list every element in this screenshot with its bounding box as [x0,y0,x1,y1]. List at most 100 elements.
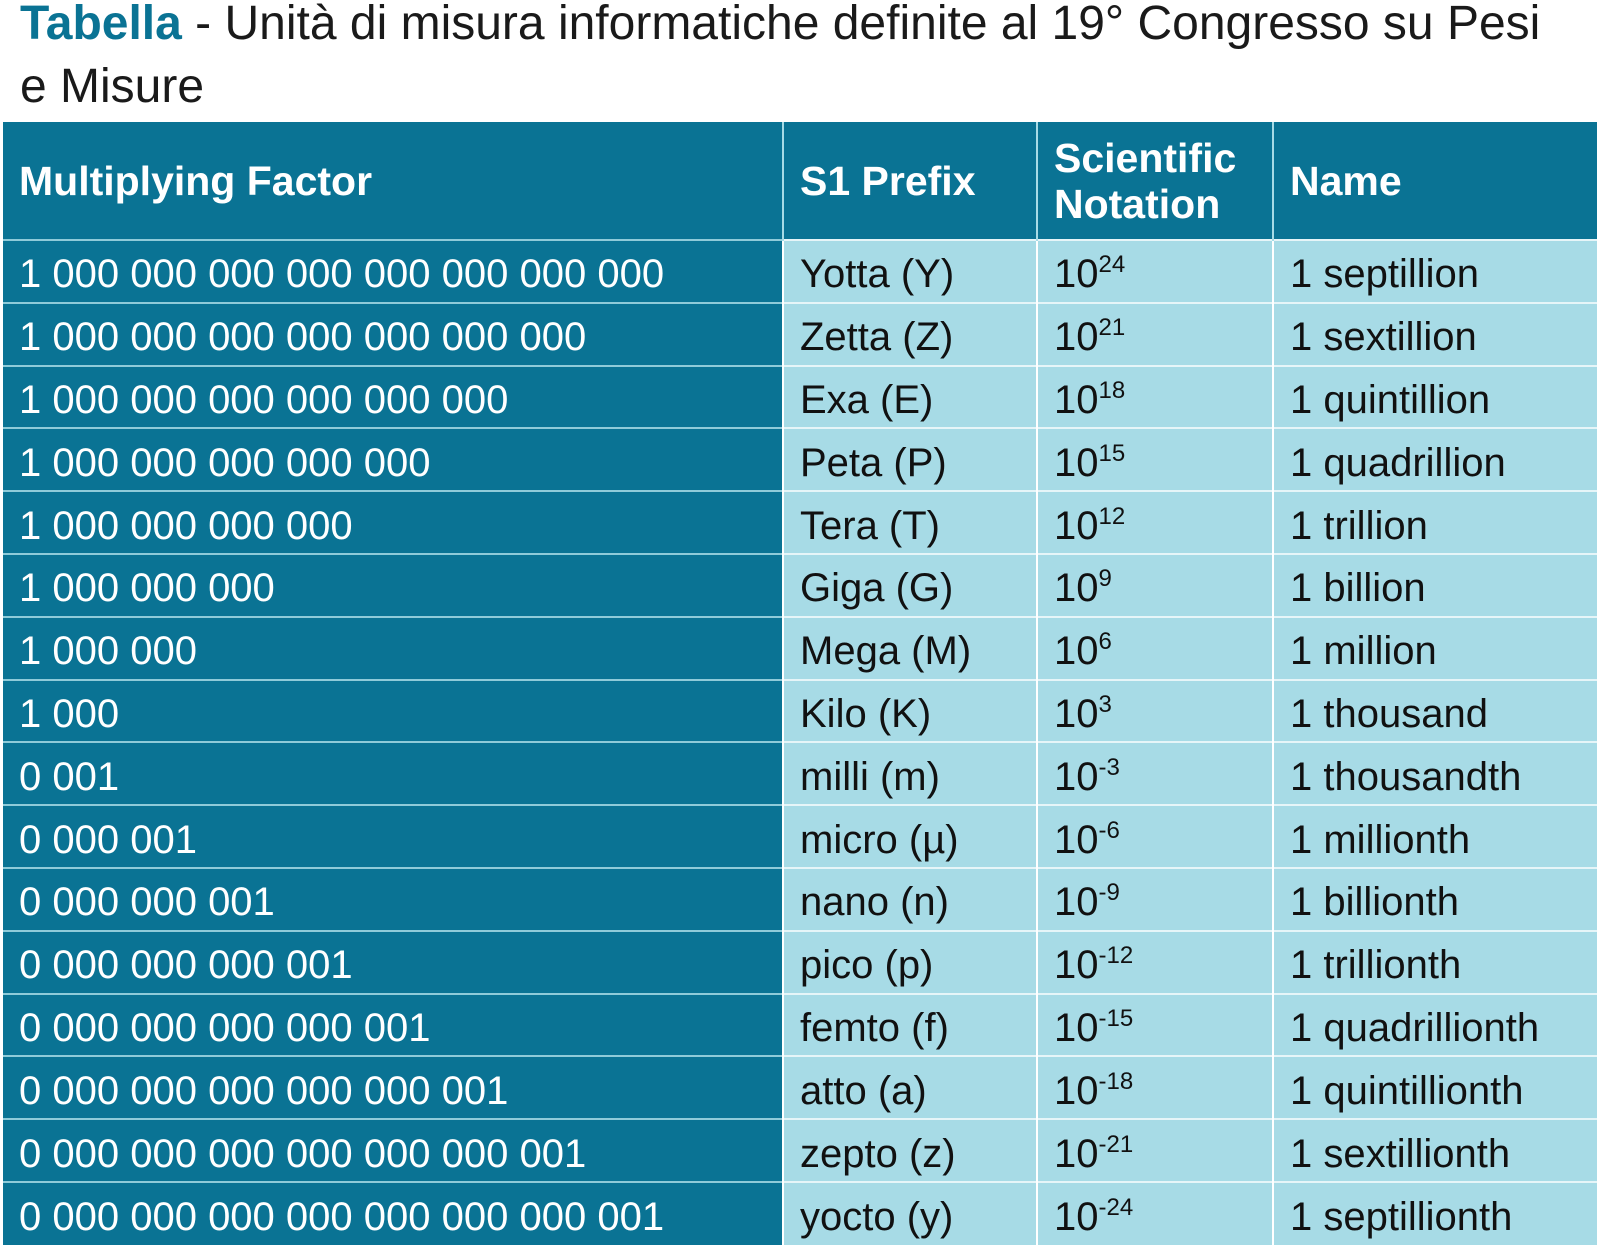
si-prefix-cell: yocto (y) [782,1180,1037,1245]
notation-exponent: 21 [1098,314,1126,342]
scientific-notation-cell: 1018 [1036,364,1273,429]
multiplying-factor-cell: 0 000 000 000 000 000 000 000 001 [3,1180,783,1245]
table-row: 0 000 000 000 001 pico (p) 10-12 1 trillion… [3,929,1597,994]
notation-base: 10 [1054,503,1099,548]
header-scientific-notation: Scientific Notation [1037,122,1274,240]
name-cell: 1 quadrillionth [1272,992,1597,1057]
notation-base: 10 [1054,880,1099,925]
multiplying-factor-cell: 1 000 000 000 [3,552,783,617]
notation-exponent: -6 [1098,816,1120,844]
table-row: 0 000 000 000 000 001 femto (f) 10-15 1 qua… [3,992,1597,1057]
scientific-notation-cell: 10-9 [1036,866,1273,931]
table-row: 1 000 000 000 000 Tera (T) 1012 1 trillion [3,490,1597,554]
table-row: 1 000 000 000 Giga (G) 109 1 billion [3,552,1597,617]
multiplying-factor-cell: 1 000 000 000 000 [3,490,783,554]
notation-exponent: -18 [1098,1067,1134,1095]
scientific-notation-cell: 10-24 [1036,1180,1273,1245]
si-prefix-cell: Peta (P) [782,427,1037,492]
table-row: 1 000 000 000 000 000 000 Exa (E) 1018 1 qu… [3,364,1597,429]
notation-exponent: 9 [1098,565,1112,593]
scientific-notation-cell: 10-21 [1036,1118,1273,1182]
notation-exponent: -24 [1098,1193,1134,1221]
si-prefix-cell: femto (f) [782,992,1037,1057]
scientific-notation-cell: 10-6 [1036,804,1273,868]
si-prefix-cell: Yotta (Y) [782,239,1037,303]
notation-base: 10 [1054,754,1099,799]
notation-exponent: -3 [1098,753,1120,781]
name-cell: 1 billionth [1272,866,1597,931]
scientific-notation-cell: 1012 [1036,490,1273,554]
si-prefix-cell: Giga (G) [782,552,1037,617]
si-prefix-cell: Mega (M) [782,615,1037,680]
table-row: 0 000 000 000 000 000 000 001 zepto (z) 10… [3,1118,1597,1182]
page-title: Tabella - Unità di misura informatiche d… [20,0,1580,118]
notation-exponent: -15 [1098,1004,1134,1032]
title-label: Tabella [20,0,182,50]
table-row: 0 000 001 micro (µ) 10-6 1 millionth [3,804,1597,868]
name-cell: 1 billion [1272,552,1597,617]
multiplying-factor-cell: 0 000 000 000 000 001 [3,992,783,1057]
notation-exponent: 24 [1098,251,1126,279]
notation-exponent: 15 [1098,439,1126,467]
si-prefix-cell: pico (p) [782,929,1037,994]
notation-base: 10 [1054,943,1099,988]
multiplying-factor-cell: 0 000 000 000 000 000 001 [3,1055,783,1120]
table-row: 1 000 000 000 000 000 000 000 Zetta (Z) 10… [3,301,1597,366]
multiplying-factor-cell: 1 000 [3,678,783,743]
table-row: 1 000 000 000 000 000 000 000 000 Yotta (… [3,239,1597,303]
notation-exponent: 12 [1098,502,1126,530]
name-cell: 1 quintillion [1272,364,1597,429]
multiplying-factor-cell: 1 000 000 000 000 000 000 000 000 [3,239,783,303]
table-row: 0 000 000 000 000 000 001 atto (a) 10-18 1 … [3,1055,1597,1120]
table-row: 0 000 000 000 000 000 000 000 001 yocto (… [3,1180,1597,1245]
table-body: 1 000 000 000 000 000 000 000 000 Yotta (… [3,239,1597,1245]
notation-exponent: -21 [1098,1130,1134,1158]
name-cell: 1 sextillion [1272,301,1597,366]
scientific-notation-cell: 1015 [1036,427,1273,492]
name-cell: 1 quintillionth [1272,1055,1597,1120]
notation-exponent: -12 [1098,942,1134,970]
multiplying-factor-cell: 0 000 000 001 [3,866,783,931]
notation-base: 10 [1054,1068,1099,1113]
table-row: 0 000 000 001 nano (n) 10-9 1 billionth [3,866,1597,931]
notation-base: 10 [1054,377,1099,422]
multiplying-factor-cell: 0 000 000 000 001 [3,929,783,994]
title-separator: - [181,0,225,50]
scientific-notation-cell: 10-18 [1036,1055,1273,1120]
si-prefix-cell: nano (n) [782,866,1037,931]
name-cell: 1 trillion [1272,490,1597,554]
si-prefix-cell: Zetta (Z) [782,301,1037,366]
table-row: 1 000 000 000 000 000 Peta (P) 1015 1 quadr… [3,427,1597,492]
name-cell: 1 thousand [1272,678,1597,743]
name-cell: 1 sextillionth [1272,1118,1597,1182]
notation-exponent: 6 [1098,628,1112,656]
table-row: 1 000 000 Mega (M) 106 1 million [3,615,1597,680]
multiplying-factor-cell: 0 000 001 [3,804,783,868]
notation-base: 10 [1054,691,1099,736]
scientific-notation-cell: 1024 [1036,239,1273,303]
notation-base: 10 [1054,817,1099,862]
name-cell: 1 millionth [1272,804,1597,868]
title-text: Unità di misura informatiche definite al… [20,0,1541,113]
notation-exponent: 18 [1098,376,1126,404]
notation-base: 10 [1054,629,1099,674]
si-prefix-cell: micro (µ) [782,804,1037,868]
si-prefix-cell: atto (a) [782,1055,1037,1120]
notation-base: 10 [1054,1194,1099,1239]
table-row: 0 001 milli (m) 10-3 1 thousandth [3,741,1597,806]
multiplying-factor-cell: 1 000 000 [3,615,783,680]
notation-base: 10 [1054,440,1099,485]
scientific-notation-cell: 10-3 [1036,741,1273,806]
units-table: Multiplying Factor S1 Prefix Scientific … [3,122,1597,1245]
notation-exponent: 3 [1098,690,1112,718]
notation-base: 10 [1054,566,1099,611]
multiplying-factor-cell: 1 000 000 000 000 000 000 000 [3,301,783,366]
notation-base: 10 [1054,1005,1099,1050]
scientific-notation-cell: 109 [1036,552,1273,617]
notation-base: 10 [1054,252,1099,297]
scientific-notation-cell: 10-15 [1036,992,1273,1057]
si-prefix-cell: zepto (z) [782,1118,1037,1182]
scientific-notation-cell: 1021 [1036,301,1273,366]
multiplying-factor-cell: 0 001 [3,741,783,806]
name-cell: 1 trillionth [1272,929,1597,994]
